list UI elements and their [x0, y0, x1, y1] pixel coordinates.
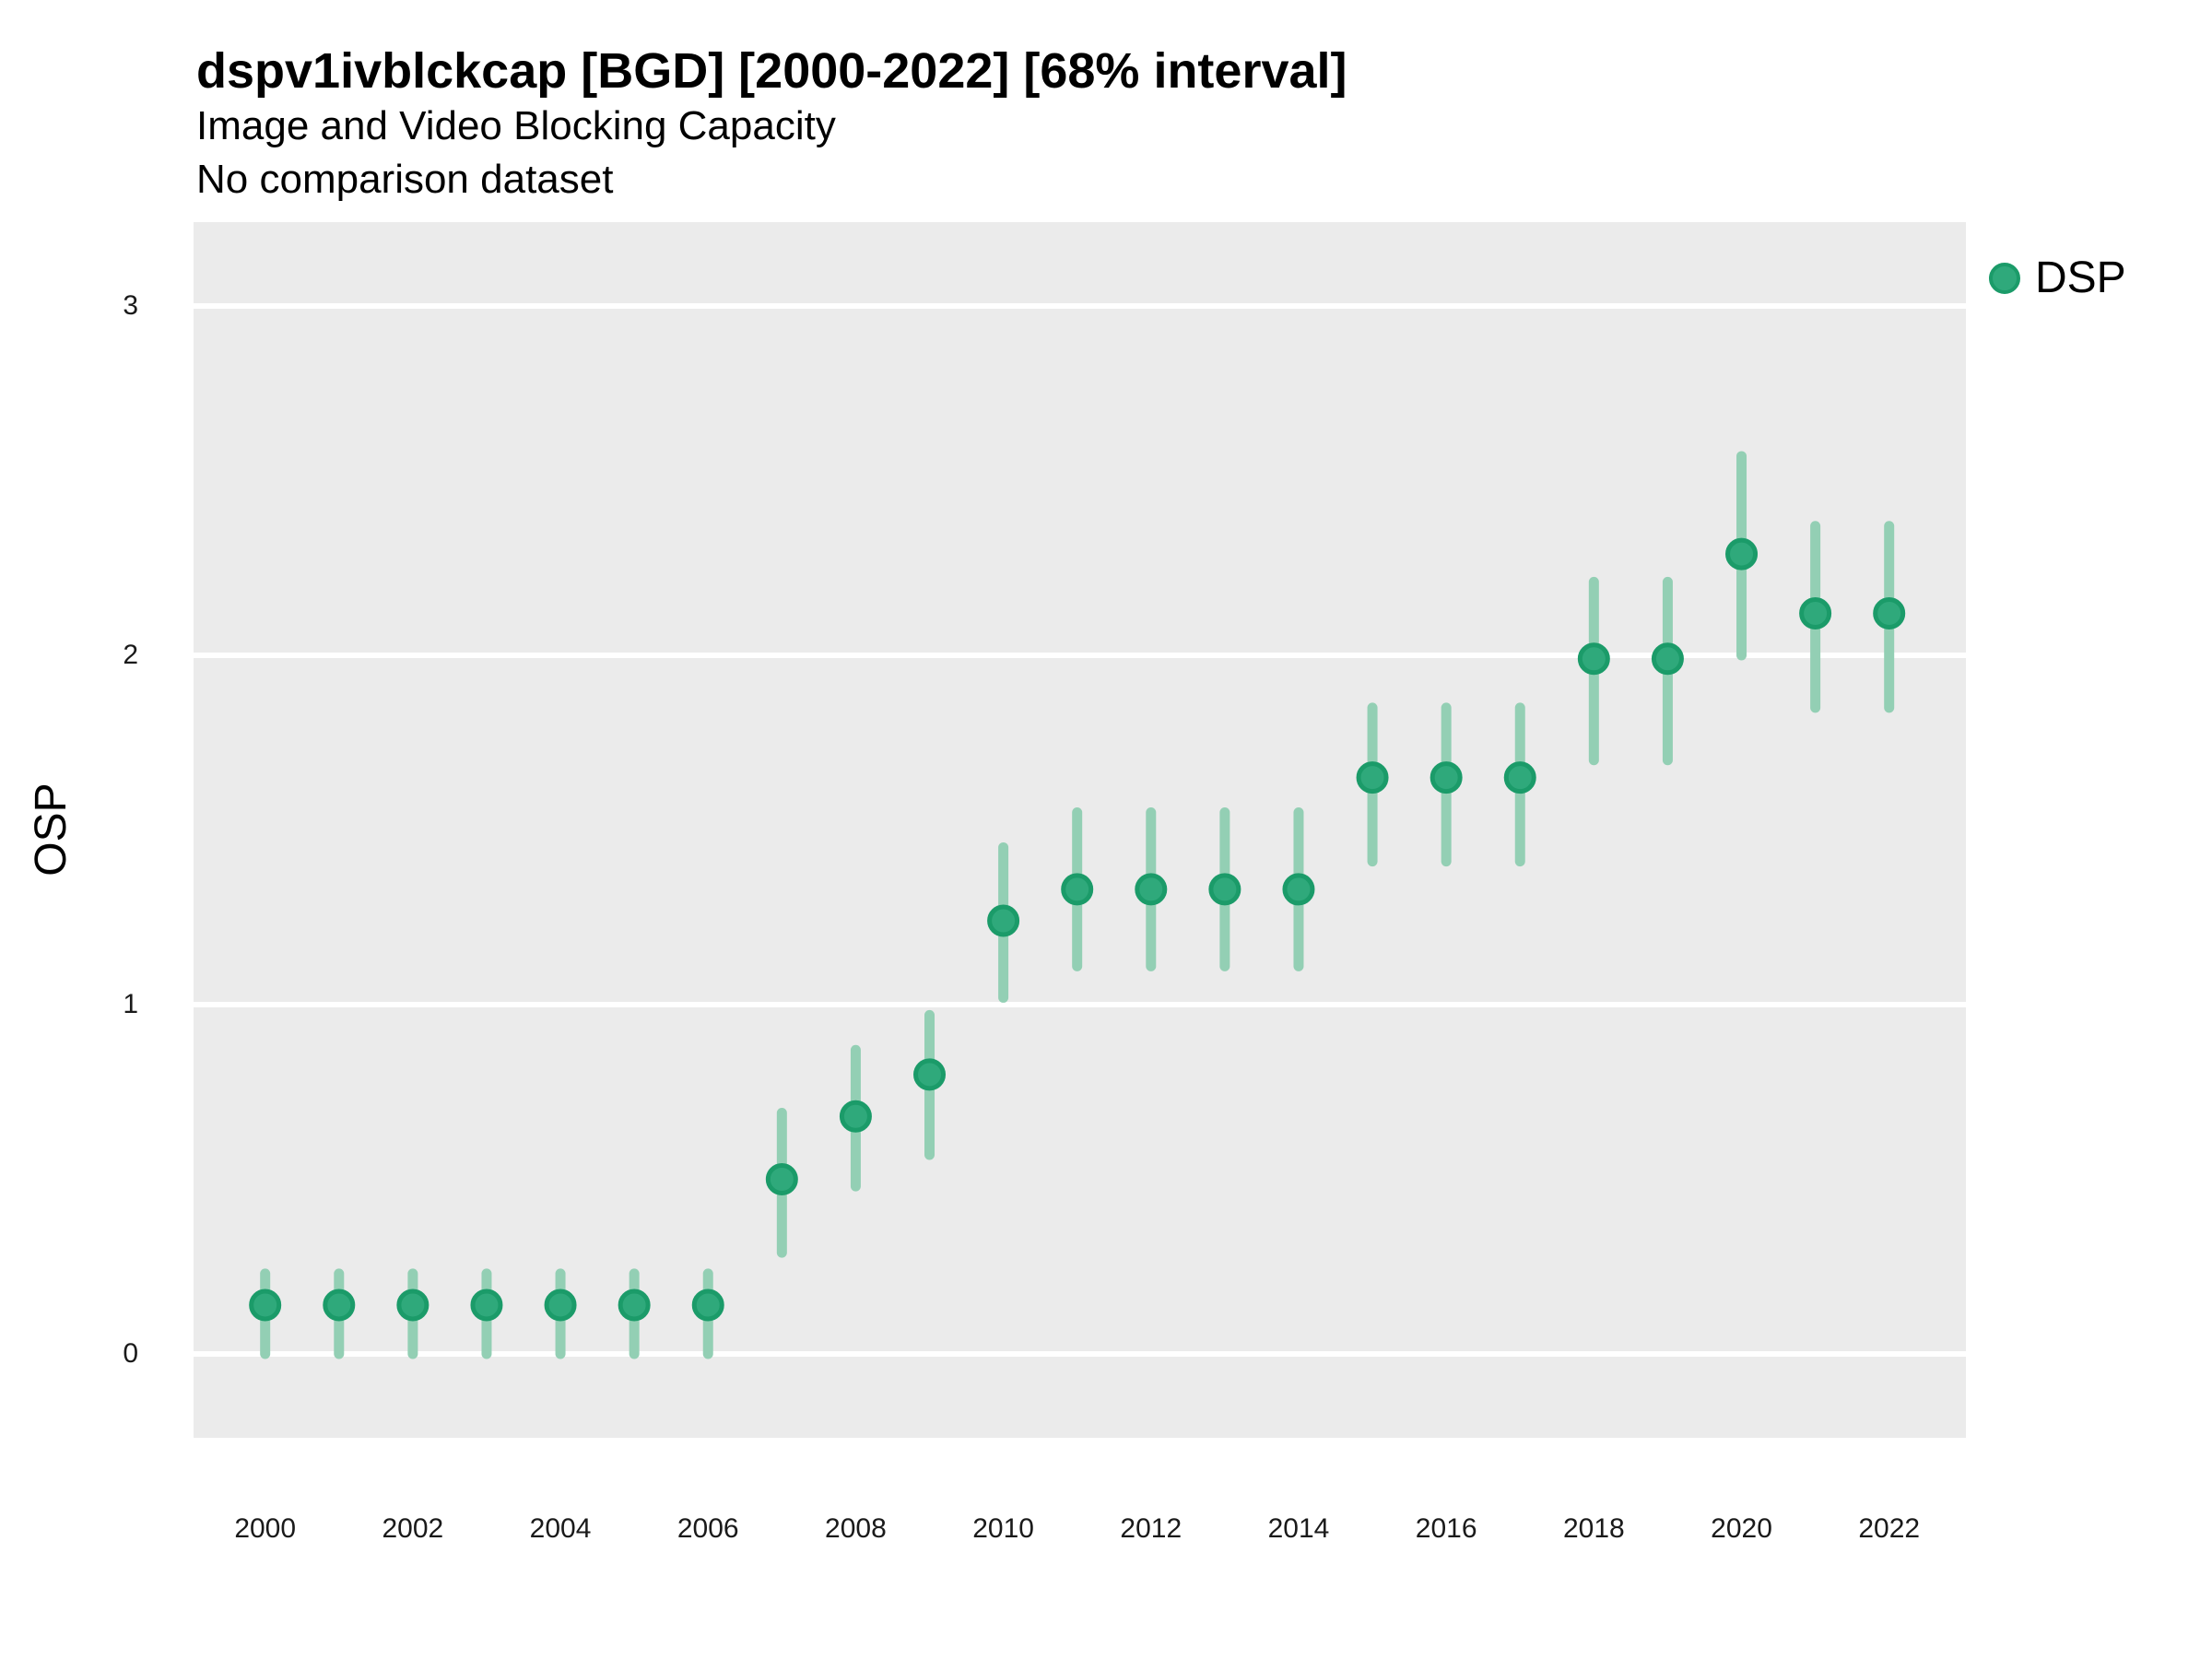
x-tick-label: 2004 [529, 1513, 592, 1544]
data-point [987, 904, 1020, 937]
data-point [396, 1288, 429, 1322]
x-tick-label: 2014 [1267, 1513, 1330, 1544]
y-tick-label: 2 [123, 639, 138, 670]
data-point [1282, 873, 1315, 906]
x-tick-label: 2012 [1120, 1513, 1182, 1544]
data-point [839, 1100, 872, 1133]
x-tick-label: 2020 [1711, 1513, 1772, 1544]
x-tick-label: 2018 [1562, 1513, 1625, 1544]
data-point [1873, 597, 1906, 630]
data-point [323, 1288, 356, 1322]
x-tick-label: 2022 [1858, 1513, 1921, 1544]
plot-panel [194, 222, 1966, 1438]
x-tick-label: 2006 [677, 1513, 739, 1544]
data-point [913, 1058, 947, 1091]
legend: DSP [1989, 253, 2126, 303]
chart-subtitle: Image and Video Blocking Capacity [196, 103, 836, 148]
data-point [1503, 761, 1536, 794]
data-point [1799, 597, 1832, 630]
x-tick-label: 2008 [825, 1513, 887, 1544]
data-point [1577, 642, 1610, 676]
data-point [1651, 642, 1684, 676]
data-point [1135, 873, 1168, 906]
chart-title: dspv1ivblckcap [BGD] [2000-2022] [68% in… [196, 43, 1347, 99]
data-point [618, 1288, 651, 1322]
x-tick-label: 2016 [1415, 1513, 1477, 1544]
chart-note: No comparison dataset [196, 157, 614, 202]
legend-label: DSP [2035, 253, 2126, 302]
data-point [691, 1288, 724, 1322]
x-tick-label: 2000 [234, 1513, 297, 1544]
legend-point-icon [1989, 262, 2020, 294]
x-tick-label: 2002 [382, 1513, 444, 1544]
y-tick-label: 1 [123, 989, 138, 1019]
y-tick-label: 3 [123, 289, 138, 321]
data-point [1725, 537, 1759, 571]
data-point [1061, 873, 1094, 906]
data-point [1430, 761, 1463, 794]
x-tick-label: 2010 [972, 1513, 1034, 1544]
data-point [1356, 761, 1389, 794]
data-point [249, 1288, 282, 1322]
data-point [765, 1163, 798, 1196]
y-tick-label: 0 [123, 1338, 138, 1370]
y-axis-title: OSP [27, 782, 76, 877]
data-point [470, 1288, 503, 1322]
data-point [544, 1288, 577, 1322]
data-point [1208, 873, 1241, 906]
plot-canvas [194, 302, 1966, 1359]
